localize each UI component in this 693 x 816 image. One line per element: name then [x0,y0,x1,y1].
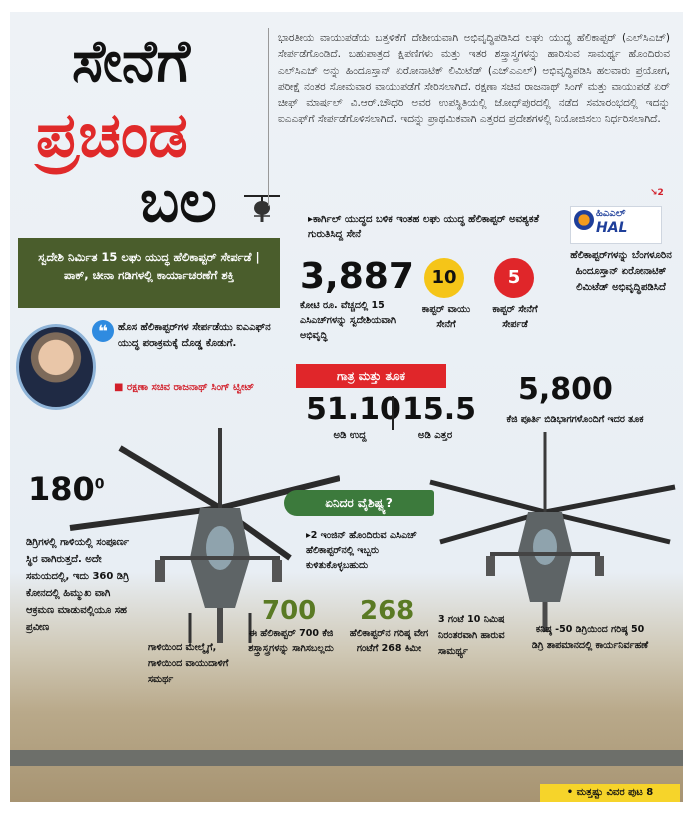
hal-logo-brand: HAL [596,220,628,236]
rotation-caption: ಡಿಗ್ರಿಗಳಲ್ಲಿ ಗಾಳಿಯಲ್ಲಿ ಸಂಪೂರ್ಣ ಸ್ಥಿರ ವಾಗ… [26,537,129,633]
column-divider [268,28,269,206]
temperature-caption: ಕನಿಷ್ಠ -50 ಡಿಗ್ರಿಯಿಂದ ಗರಿಷ್ಠ 50 ಡಿಗ್ರಿ ತ… [531,624,649,651]
infographic-page: ಸೇನೆಗೆ ಪ್ರಚಂಡ ಬಲ ಭಾರತೀಯ ವಾಯುಪಡೆಯ ಬತ್ತಳಿಕ… [10,12,683,802]
helicopter-right-illustration [429,432,676,632]
helicopter-icon [244,195,280,222]
weight-caption: ಕೆಜಿ ಪೂರ್ತಿ ಬಿಡಿಭಾಗಗಳೊಂದಿಗೆ ಇದರ ತೂಕ [506,414,644,425]
stat-separator [392,396,394,430]
cost-caption: ಕೋಟಿ ರೂ. ವೆಚ್ಚದಲ್ಲಿ 15 ಎಸಿಎಚ್‌ಗಳನ್ನು ಸ್ವ… [300,300,397,341]
height-value: 15.5 [402,392,477,427]
height-caption: ಅಡಿ ಎತ್ತರ [417,430,453,441]
army-count-badge: 5 [494,258,534,298]
rotation-value: 1800 [28,470,105,508]
continued-page: 2 [657,188,664,198]
engine-caption: ▸2 ಇಂಜಿನ್ ಹೊಂದಿರುವ ಎಸಿಎಚ್ ಹೆಲಿಕಾಪ್ಟರ್‌ನಲ… [306,530,417,571]
airforce-count-caption: ಕಾಪ್ಟರ್ ವಾಯು ಸೇನೆಗೆ [421,304,471,330]
summary-box: ಸ್ವದೇಶಿ ನಿರ್ಮಿತ 15 ಲಘು ಯುದ್ಧ ಹೆಲಿಕಾಪ್ಟರ್… [18,238,280,308]
hal-caption: ಹೆಲಿಕಾಪ್ಟರ್‌ಗಳನ್ನು ಬೆಂಗಳೂರಿನ ಹಿಂದೂಸ್ತಾನ್… [570,250,672,293]
quote-text: ಹೊಸ ಹೆಲಿಕಾಪ್ಟರ್‌ಗಳ ಸೇರ್ಪಡೆಯು ಐಎಎಫ್‌ನ ಯುದ… [118,322,271,349]
payload-value: 700 [262,596,317,626]
features-heading: ಏನಿದರ ವೈಶಿಷ್ಟ್ಯ? [284,490,434,516]
weight-value: 5,800 [518,372,613,407]
rotation-degree-mark: 0 [94,476,105,493]
cost-value: 3,887 [300,256,414,297]
continued-footer: • ಮತ್ತಷ್ಟು ವಿವರ ಪುಟ 8 [540,784,680,802]
army-count-caption: ಕಾಪ್ಟರ್ ಸೇನೆಗೆ ಸೇರ್ಪಡೆ [492,304,538,330]
avatar [16,324,96,410]
payload-caption: ಈ ಹೆಲಿಕಾಪ್ಟರ್ 700 ಕೆಜಿ ಶಸ್ತ್ರಾಸ್ತ್ರಗಳನ್ನ… [248,628,334,654]
continued-marker: ↘2 [650,188,664,198]
kargil-note: ▸ಕಾರ್ಗಿಲ್ ಯುದ್ಧದ ಬಳಿಕ ಇಂತಹ ಲಘು ಯುದ್ಧ ಹೆಲ… [308,214,540,240]
hal-logo-text: ಹಿಎಎಲ್ [596,208,626,219]
speed-caption: ಹೆಲಿಕಾಪ್ಟರ್‌ನ ಗರಿಷ್ಠ ವೇಗ ಗಂಟೆಗೆ 268 ಕಿಮೀ [349,628,429,654]
speed-value: 268 [360,596,415,626]
quote-icon: ❝ [92,320,114,342]
endurance-caption: 3 ಗಂಟೆ 10 ನಿಮಿಷ ನಿರಂತರವಾಗಿ ಹಾರುವ ಸಾಮರ್ಥ್… [438,614,505,657]
length-caption: ಅಡಿ ಉದ್ದ [333,430,367,441]
hal-logo-emblem-icon [574,210,594,230]
length-value: 51.10 [306,392,401,427]
quote-attribution: ■ ರಕ್ಷಣಾ ಸಚಿವ ರಾಜನಾಥ್ ಸಿಂಗ್ ಟ್ವೀಟ್ [114,382,255,393]
headline-line3: ಬಲ [140,167,217,235]
headline-line2: ಪ್ರಚಂಡ [36,98,188,171]
runway-strip [10,750,683,766]
headline-line1: ಸೇನೆಗೆ [72,27,191,95]
airforce-count-badge: 10 [424,258,464,298]
wind-caption: ಗಾಳಿಯಿಂದ ಮೇಲ್ಮೈಗೆ, ಗಾಳಿಯಿಂದ ವಾಯುದಾಳಿಗೆ ಸ… [148,642,229,685]
rotation-number: 180 [28,470,95,508]
size-weight-heading: ಗಾತ್ರ ಮತ್ತು ತೂಕ [296,364,446,388]
lead-paragraph: ಭಾರತೀಯ ವಾಯುಪಡೆಯ ಬತ್ತಳಿಕೆಗೆ ದೇಶೀಯವಾಗಿ ಅಭಿ… [278,32,670,126]
helicopter-left-illustration [69,428,340,643]
